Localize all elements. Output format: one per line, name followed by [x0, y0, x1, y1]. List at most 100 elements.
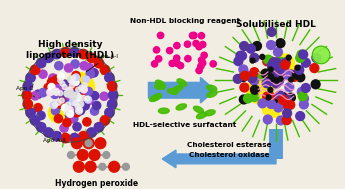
Circle shape: [196, 67, 202, 74]
Circle shape: [77, 94, 86, 102]
Circle shape: [263, 92, 272, 101]
Circle shape: [268, 67, 273, 72]
Circle shape: [151, 61, 158, 67]
Circle shape: [233, 74, 242, 83]
Circle shape: [50, 89, 55, 94]
Circle shape: [70, 47, 79, 57]
Circle shape: [90, 107, 99, 115]
Circle shape: [264, 55, 273, 64]
Circle shape: [247, 77, 274, 104]
Circle shape: [276, 57, 285, 66]
Circle shape: [260, 54, 265, 59]
Circle shape: [169, 60, 175, 67]
Circle shape: [39, 70, 47, 78]
Circle shape: [65, 73, 95, 102]
Circle shape: [71, 75, 76, 80]
Circle shape: [81, 92, 90, 100]
Circle shape: [258, 72, 267, 81]
Text: Apo A-I: Apo A-I: [86, 54, 118, 72]
Circle shape: [53, 80, 61, 88]
Circle shape: [76, 107, 82, 114]
Circle shape: [66, 91, 74, 99]
Circle shape: [199, 41, 206, 48]
Circle shape: [58, 73, 65, 80]
Circle shape: [71, 92, 78, 99]
Circle shape: [37, 111, 45, 120]
Circle shape: [65, 111, 73, 119]
Circle shape: [253, 42, 262, 50]
Circle shape: [68, 91, 75, 98]
Circle shape: [77, 107, 82, 112]
Circle shape: [77, 101, 83, 107]
Circle shape: [269, 58, 278, 67]
Circle shape: [268, 62, 277, 71]
Circle shape: [239, 73, 247, 81]
Ellipse shape: [206, 85, 217, 91]
Circle shape: [267, 28, 276, 36]
Circle shape: [262, 79, 271, 88]
Circle shape: [65, 90, 73, 98]
Circle shape: [53, 88, 60, 95]
Circle shape: [108, 91, 118, 100]
Circle shape: [250, 53, 259, 62]
Ellipse shape: [155, 84, 165, 89]
Circle shape: [177, 63, 184, 69]
Circle shape: [282, 95, 291, 104]
Circle shape: [79, 85, 84, 90]
Circle shape: [267, 100, 276, 108]
Circle shape: [90, 69, 98, 77]
Circle shape: [60, 81, 65, 86]
Circle shape: [72, 80, 80, 88]
Ellipse shape: [156, 80, 165, 87]
Circle shape: [77, 106, 85, 115]
Circle shape: [69, 83, 75, 88]
Circle shape: [264, 93, 273, 102]
Circle shape: [55, 62, 63, 70]
Circle shape: [272, 69, 280, 78]
Ellipse shape: [152, 94, 162, 101]
Circle shape: [268, 87, 273, 92]
Circle shape: [108, 81, 117, 91]
Circle shape: [189, 32, 196, 39]
Text: Solubilised HDL: Solubilised HDL: [236, 20, 316, 29]
Circle shape: [105, 108, 114, 117]
Circle shape: [295, 65, 304, 74]
Circle shape: [85, 96, 90, 101]
Circle shape: [297, 50, 306, 59]
Circle shape: [263, 79, 271, 88]
Circle shape: [310, 64, 319, 73]
Circle shape: [261, 69, 270, 78]
Circle shape: [80, 62, 88, 70]
Circle shape: [267, 41, 275, 50]
Ellipse shape: [158, 108, 169, 114]
Circle shape: [65, 106, 70, 111]
Circle shape: [193, 40, 199, 47]
Circle shape: [89, 149, 100, 160]
Circle shape: [71, 60, 79, 68]
Circle shape: [72, 79, 79, 85]
Circle shape: [239, 65, 248, 74]
Circle shape: [22, 91, 31, 100]
FancyArrow shape: [148, 77, 215, 103]
Circle shape: [58, 91, 63, 96]
Circle shape: [174, 43, 180, 49]
Circle shape: [250, 76, 259, 85]
Circle shape: [274, 103, 283, 112]
Circle shape: [262, 98, 282, 118]
Circle shape: [60, 124, 68, 132]
Circle shape: [51, 107, 60, 115]
Circle shape: [70, 133, 79, 143]
Circle shape: [61, 47, 70, 57]
Ellipse shape: [167, 89, 178, 94]
Circle shape: [239, 95, 248, 104]
Circle shape: [238, 51, 246, 60]
Circle shape: [44, 83, 52, 92]
Circle shape: [92, 101, 101, 110]
Circle shape: [67, 91, 74, 98]
Circle shape: [66, 92, 75, 101]
Circle shape: [56, 100, 61, 105]
Text: High density
lipoprotein (HDL): High density lipoprotein (HDL): [26, 40, 114, 60]
Circle shape: [37, 58, 46, 68]
Circle shape: [274, 48, 282, 57]
Circle shape: [277, 62, 285, 70]
